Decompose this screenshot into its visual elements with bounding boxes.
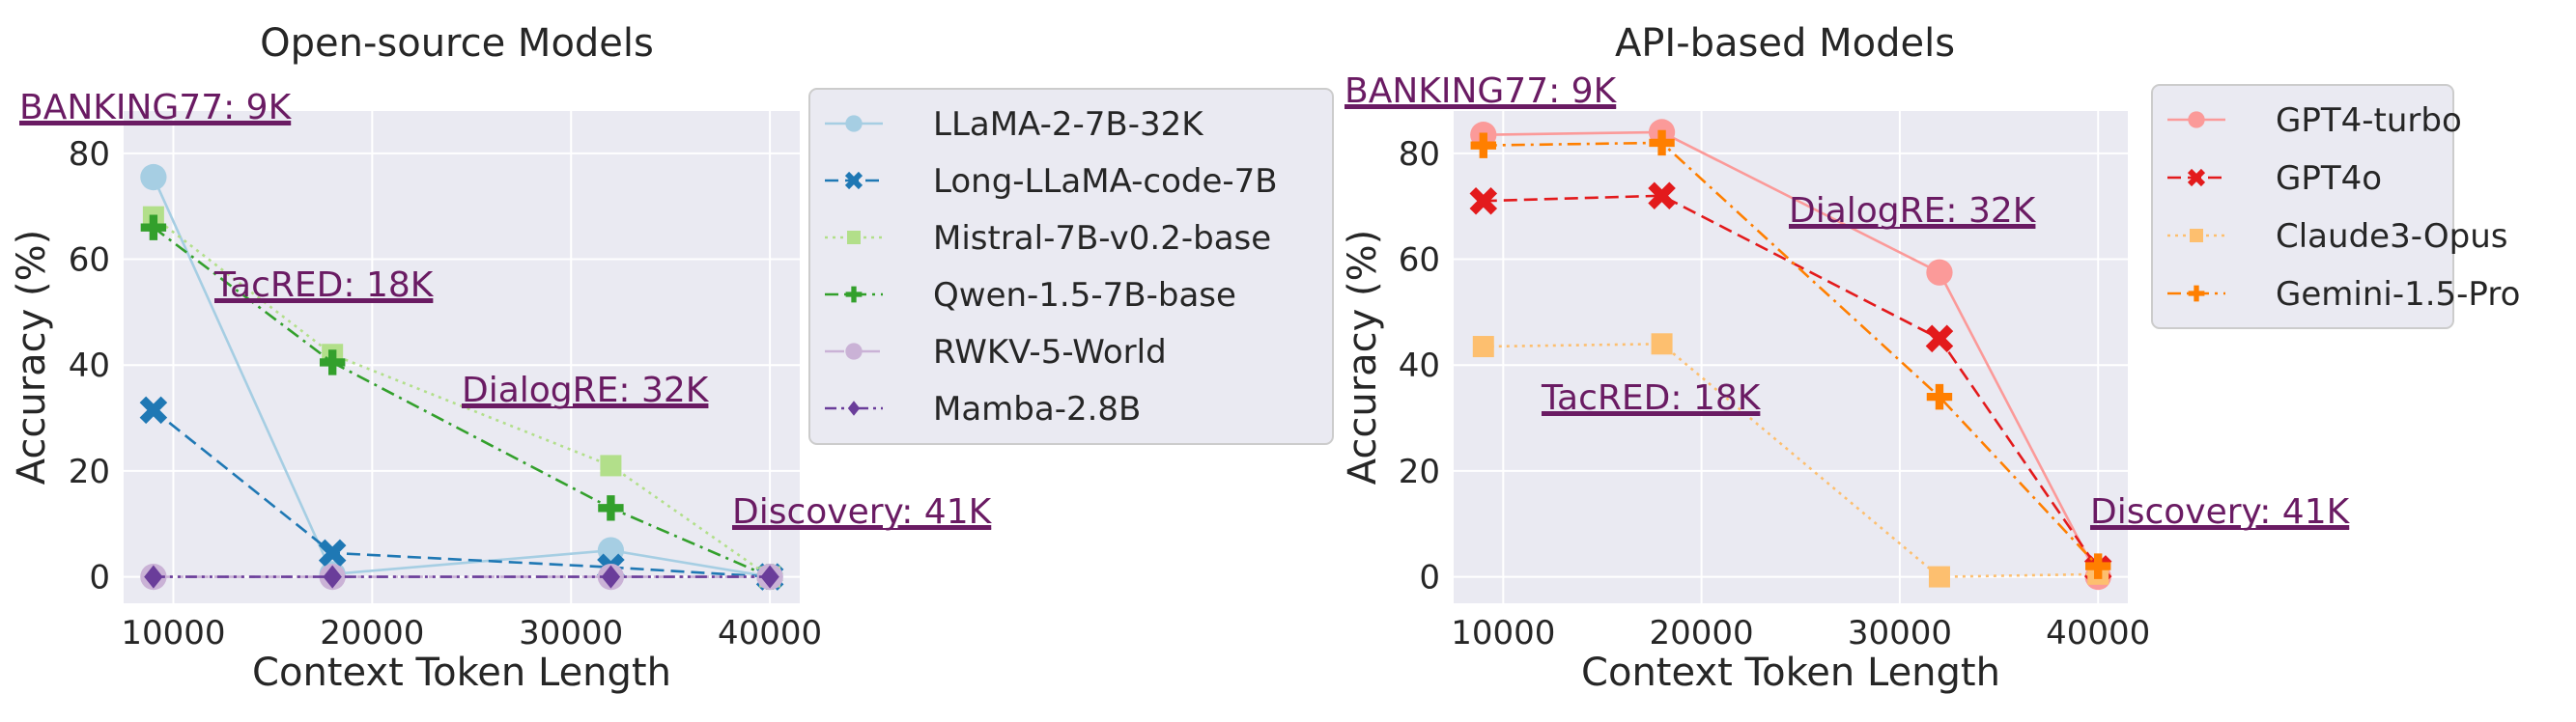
legend-label: GPT4-turbo: [2276, 101, 2462, 140]
data-point: [598, 495, 624, 521]
series-line: [1483, 141, 2100, 568]
dataset-annotation: DialogRE: 32K: [462, 371, 710, 410]
series-line: [1483, 194, 2100, 570]
chart-title: Open-source Models: [260, 21, 654, 66]
data-point: [144, 565, 163, 589]
series-line: [1483, 342, 2099, 578]
series: [1470, 129, 2111, 579]
data-point: [139, 396, 168, 425]
data-point: [1470, 132, 1496, 158]
series: [144, 565, 779, 589]
data-point: [601, 565, 621, 589]
legend-label: Gemini-1.5-Pro: [2276, 275, 2520, 314]
legend: LLaMA-2-7B-32K Long-LLaMA-code-7B Mistral-…: [808, 88, 1334, 445]
legend-label: Qwen-1.5-7B-base: [933, 276, 1236, 315]
y-tick-label: 60: [1399, 241, 1440, 280]
legend-box: [808, 88, 1334, 445]
x-tick-label: 40000: [2046, 614, 2150, 653]
chart-title: API-based Models: [1615, 21, 1955, 66]
data-point: [2188, 285, 2205, 302]
data-point: [845, 343, 863, 360]
dataset-annotation: Discovery: 41K: [732, 492, 993, 532]
legend-label: RWKV-5-World: [933, 333, 1167, 372]
data-point: [1469, 186, 1498, 215]
x-tick-label: 10000: [1451, 614, 1555, 653]
data-point: [760, 565, 779, 589]
x-tick-label: 20000: [1650, 614, 1754, 653]
x-tick-label: 30000: [1848, 614, 1952, 653]
dataset-annotation: TacRED: 18K: [213, 265, 435, 305]
legend-label: GPT4o: [2276, 159, 2382, 198]
x-tick-label: 30000: [519, 614, 623, 653]
x-tick-label: 20000: [320, 614, 424, 653]
dataset-annotation: Discovery: 41K: [2090, 492, 2351, 532]
legend-label: Mamba-2.8B: [933, 390, 1141, 429]
x-axis-label: Context Token Length: [1581, 651, 2000, 695]
chart-panel: 10000 20000 30000 40000 0 20 40 60 80 Open-source…: [10, 21, 1334, 695]
data-point: [1648, 181, 1676, 210]
y-tick-label: 80: [69, 135, 110, 174]
legend-label: Claude3-Opus: [2276, 217, 2508, 256]
y-tick-label: 60: [69, 241, 110, 280]
data-point: [2085, 553, 2111, 579]
data-point: [845, 115, 863, 132]
dataset-annotation: TacRED: 18K: [1541, 378, 1762, 418]
series-line: [152, 177, 771, 578]
y-axis-label: Accuracy (%): [1341, 230, 1385, 486]
data-point: [1926, 383, 1953, 410]
plot-area: [124, 111, 800, 603]
data-point: [847, 401, 861, 416]
chart-panel: 10000 20000 30000 40000 0 20 40 60 80 API-based M…: [1341, 21, 2520, 695]
y-tick-label: 0: [1419, 559, 1440, 597]
data-point: [847, 231, 861, 244]
series-line: [153, 226, 771, 578]
x-tick-label: 10000: [121, 614, 225, 653]
data-point: [319, 349, 346, 375]
legend-box: [2151, 84, 2454, 329]
y-tick-label: 20: [1399, 453, 1440, 491]
data-point: [1472, 336, 1494, 358]
series-line: [1483, 130, 2100, 578]
data-point: [844, 171, 863, 190]
y-tick-label: 20: [69, 453, 110, 491]
legend-label: LLaMA-2-7B-32K: [933, 105, 1204, 144]
data-point: [140, 214, 167, 240]
data-point: [1649, 129, 1675, 156]
data-point: [845, 286, 863, 303]
series-line: [153, 408, 771, 578]
data-point: [1926, 259, 1953, 286]
y-axis-label: Accuracy (%): [10, 230, 54, 486]
plot-area: [1454, 111, 2128, 603]
y-tick-label: 40: [69, 347, 110, 385]
legend-label: Long-LLaMA-code-7B: [933, 162, 1278, 201]
dataset-annotation: DialogRE: 32K: [1789, 191, 2037, 231]
x-axis-label: Context Token Length: [252, 651, 671, 695]
data-point: [1928, 566, 1950, 588]
x-tick-label: 40000: [718, 614, 822, 653]
data-point: [600, 455, 622, 477]
y-tick-label: 40: [1399, 347, 1440, 385]
data-point: [2190, 229, 2203, 242]
legend-label: Mistral-7B-v0.2-base: [933, 219, 1271, 258]
data-point: [318, 539, 347, 568]
data-point: [140, 163, 167, 191]
y-tick-label: 0: [89, 559, 110, 597]
dataset-annotation: BANKING77: 9K: [19, 88, 293, 127]
legend: GPT4-turbo GPT4o Claude3-Opus Gemini-1.5-Pr…: [2151, 84, 2520, 329]
data-point: [2187, 168, 2206, 187]
data-point: [323, 565, 342, 589]
dataset-annotation: BANKING77: 9K: [1345, 71, 1618, 111]
data-point: [1651, 333, 1673, 355]
data-point: [2188, 111, 2205, 128]
data-point: [1925, 324, 1954, 353]
y-tick-label: 80: [1399, 135, 1440, 174]
